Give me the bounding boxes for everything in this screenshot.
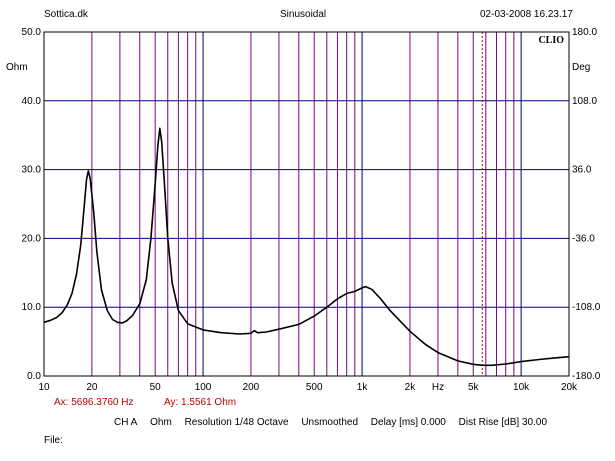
y-tick-label: 10.0	[22, 302, 42, 313]
y-tick-label: 40.0	[22, 96, 42, 107]
file-label: File:	[44, 435, 63, 446]
y2-tick-label: 180.0	[572, 27, 597, 38]
y2-tick-label: -180.0	[572, 371, 601, 382]
header-signal: Sinusoidal	[280, 9, 327, 20]
x-tick-label: 10	[38, 382, 50, 393]
y-tick-label: 50.0	[22, 27, 42, 38]
x-tick-label: 200	[243, 382, 260, 393]
header-brand: Sottica.dk	[44, 9, 88, 20]
left-axis-unit: Ohm	[6, 62, 28, 73]
impedance-curve	[43, 127, 570, 367]
x-tick-label: 20	[86, 382, 98, 393]
y-tick-label: 0.0	[27, 371, 41, 382]
x-tick-label: 5k	[468, 382, 480, 393]
y2-tick-label: -36.0	[572, 233, 595, 244]
plot-frame	[43, 31, 570, 377]
x-tick-label: 20k	[561, 382, 578, 393]
cursor-frequency-readout: Ax: 5696.3760 Hz	[54, 397, 134, 408]
dist-rise-label: Dist Rise [dB] 30.00	[458, 417, 547, 428]
smoothing-label: Unsmoothed	[301, 417, 359, 428]
y2-tick-label: -108.0	[572, 302, 601, 313]
x-tick-label: 500	[306, 382, 323, 393]
grid	[44, 32, 569, 376]
unit-label: Ohm	[150, 417, 172, 428]
plot-background	[44, 32, 569, 376]
x-tick-label: 2k	[405, 382, 417, 393]
x-tick-label: 50	[150, 382, 162, 393]
x-tick-label: Hz	[432, 382, 444, 393]
right-axis-unit: Deg	[572, 62, 591, 73]
clio-logo: CLIO	[538, 35, 564, 46]
y2-tick-label: 36.0	[572, 165, 592, 176]
x-tick-label: 100	[195, 382, 212, 393]
channel-label: CH A	[114, 417, 138, 428]
y-tick-label: 30.0	[22, 165, 42, 176]
resolution-label: Resolution 1/48 Octave	[184, 417, 289, 428]
y-tick-label: 20.0	[22, 233, 42, 244]
x-tick-label: 10k	[513, 382, 530, 393]
header-datetime: 02-03-2008 16.23.17	[480, 9, 573, 20]
delay-label: Delay [ms] 0.000	[370, 417, 446, 428]
measurement-settings: CH A Ohm Resolution 1/48 Octave Unsmooth…	[114, 417, 557, 428]
tick-labels: 10 20 50 100 200 500 1k 2k Hz 5k 10k 20k 0.0 10.0 20.0…	[22, 27, 601, 393]
y2-tick-label: 108.0	[572, 96, 597, 107]
x-tick-label: 1k	[357, 382, 369, 393]
cursor-value-readout: Ay: 1.5561 Ohm	[164, 397, 237, 408]
